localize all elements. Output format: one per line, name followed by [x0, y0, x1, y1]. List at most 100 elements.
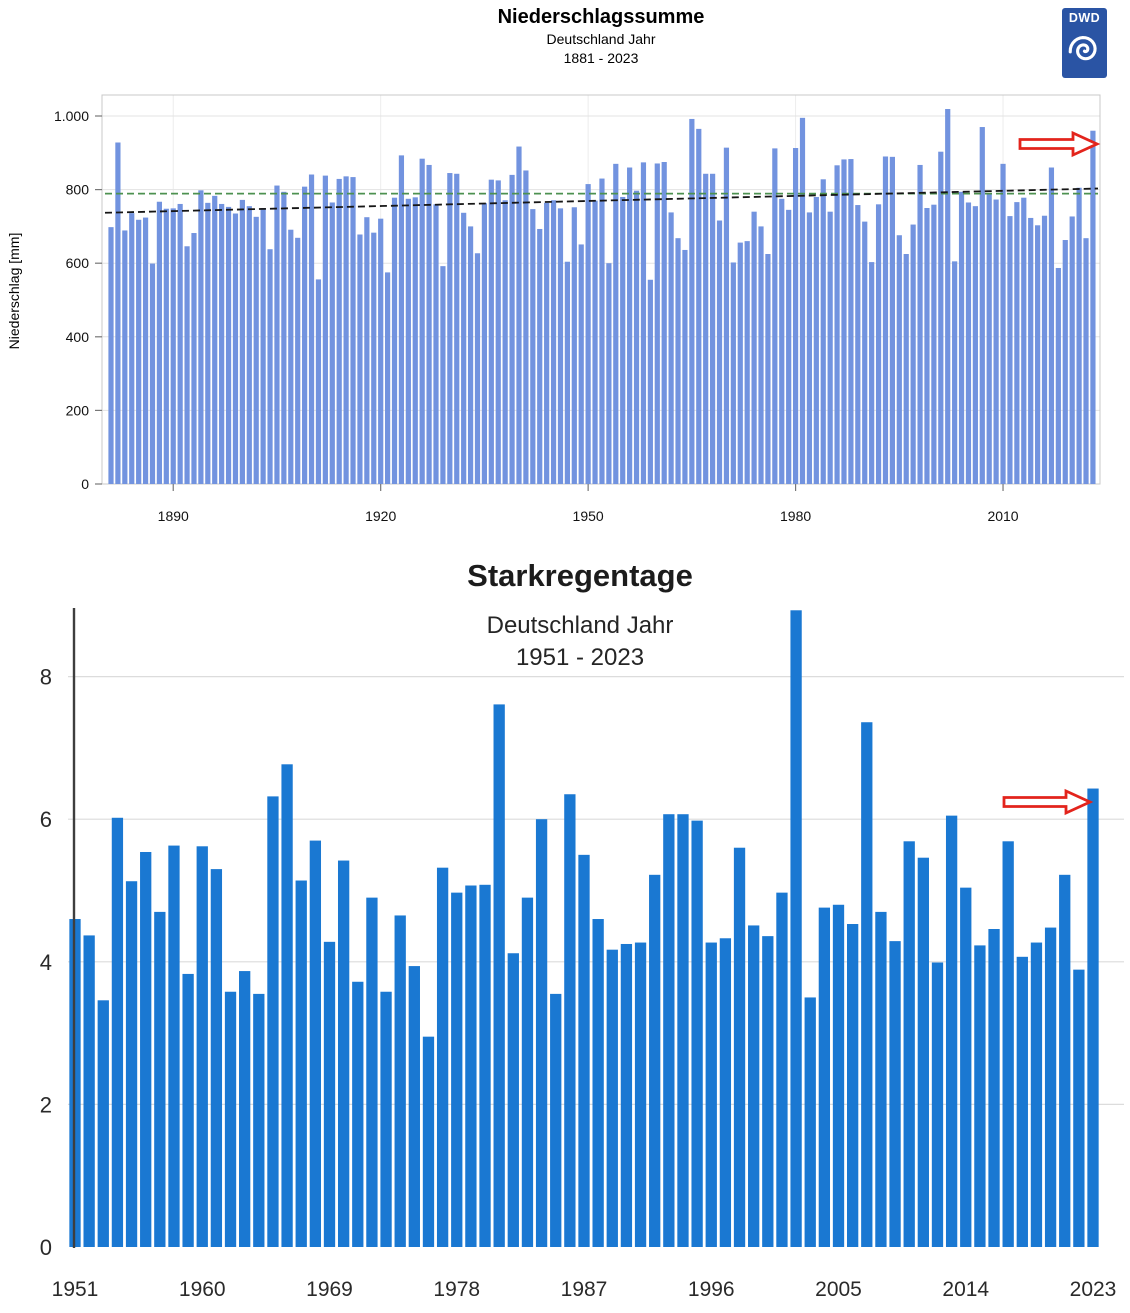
bar-1953 [97, 1000, 109, 1247]
bar-1963 [239, 971, 251, 1247]
bar-1982 [507, 953, 519, 1247]
bar-1973 [380, 991, 392, 1247]
bar-1950 [585, 184, 591, 484]
bar-1983 [813, 196, 819, 484]
bar-2021 [1076, 187, 1082, 484]
bar-2001 [776, 892, 788, 1247]
bar-2005 [832, 904, 845, 1247]
bar-1904 [267, 249, 273, 484]
bar-2002 [790, 610, 802, 1247]
bar-2023 [1087, 788, 1099, 1247]
bar-1993 [882, 156, 889, 485]
bar-1965 [689, 118, 695, 484]
top-axes: 0 200 400 600 800 1.000 1890 1920 1950 1980 2010 [54, 108, 1019, 524]
bar-1960 [196, 846, 208, 1247]
bar-1998 [917, 164, 923, 484]
bar-1980 [792, 148, 799, 485]
bar-1930 [447, 173, 453, 485]
bar-1889 [163, 208, 169, 484]
bar-1941 [523, 170, 529, 485]
bar-1894 [198, 190, 204, 484]
bar-1996 [903, 254, 909, 484]
bar-1960 [654, 163, 660, 485]
heavy-rain-days-chart: 0 2 4 6 8 1951 1960 1969 1978 1987 1996 2005 2014 202… [40, 608, 1124, 1301]
bar-1988 [848, 159, 854, 484]
bar-1915 [343, 176, 349, 485]
bar-1957 [633, 190, 640, 485]
bar-2009 [993, 199, 999, 484]
bar-1970 [723, 147, 730, 484]
bar-2014 [960, 887, 972, 1247]
bar-1963 [675, 238, 681, 484]
bar-1895 [205, 202, 211, 484]
dwd-spiral-icon [1068, 36, 1097, 61]
y-tick-label: 4 [40, 950, 52, 975]
bar-1945 [550, 200, 557, 484]
bar-1965 [267, 796, 279, 1247]
bar-1977 [436, 867, 449, 1247]
x-tick-label: 1950 [573, 508, 604, 524]
x-tick-label: 2010 [987, 508, 1018, 524]
bar-2012 [1014, 202, 1020, 484]
bar-1883 [122, 230, 128, 484]
x-tick-label: 1951 [52, 1278, 99, 1301]
bar-2004 [818, 907, 831, 1247]
bar-2015 [974, 945, 986, 1247]
bar-1897 [219, 203, 225, 484]
bottom-bars [69, 610, 1099, 1247]
x-tick-label: 2023 [1070, 1278, 1117, 1301]
bar-1970 [337, 860, 350, 1247]
bar-1966 [281, 764, 293, 1247]
bar-1884 [129, 213, 135, 485]
bar-1926 [419, 158, 425, 485]
bar-1985 [550, 993, 562, 1247]
bar-1928 [433, 204, 439, 484]
bar-2020 [1069, 216, 1075, 485]
bar-1992 [875, 204, 882, 484]
bar-1976 [422, 1036, 435, 1247]
bar-1938 [502, 200, 508, 484]
bar-1940 [516, 146, 522, 484]
bar-1911 [315, 279, 322, 484]
bar-1951 [592, 200, 598, 484]
bar-1949 [578, 244, 584, 484]
x-tick-label: 1969 [306, 1278, 353, 1301]
bar-2003 [952, 261, 958, 484]
bar-1996 [705, 942, 717, 1247]
bar-1946 [557, 208, 564, 485]
bar-1961 [210, 869, 223, 1247]
y-tick-label: 200 [66, 402, 90, 418]
x-tick-label: 1996 [688, 1278, 735, 1301]
bar-1882 [115, 142, 121, 484]
bar-1899 [232, 213, 239, 484]
bar-2007 [861, 722, 873, 1247]
bar-1967 [703, 173, 709, 484]
bar-1973 [744, 241, 750, 484]
bar-1892 [184, 246, 190, 484]
bar-1998 [733, 847, 746, 1247]
bar-1991 [634, 942, 647, 1247]
bar-2013 [945, 815, 958, 1247]
bar-1900 [239, 199, 245, 485]
bar-1983 [521, 897, 534, 1247]
bar-1990 [620, 943, 633, 1247]
bar-1992 [649, 874, 661, 1247]
y-tick-label: 800 [66, 182, 90, 198]
bar-1881 [108, 227, 114, 485]
bar-1936 [488, 179, 494, 484]
bar-1991 [869, 262, 875, 484]
bar-1974 [394, 915, 406, 1247]
bar-1959 [182, 973, 194, 1247]
bar-1888 [156, 201, 163, 484]
bar-1957 [154, 911, 166, 1247]
bar-1964 [253, 993, 265, 1247]
bar-1905 [274, 185, 280, 484]
bar-1993 [663, 814, 675, 1247]
bar-2016 [1041, 215, 1048, 484]
bar-2018 [1016, 956, 1028, 1247]
dwd-logo-text: DWD [1068, 11, 1101, 25]
bar-1989 [855, 205, 861, 484]
bar-1990 [862, 221, 868, 484]
bar-1917 [357, 234, 363, 484]
